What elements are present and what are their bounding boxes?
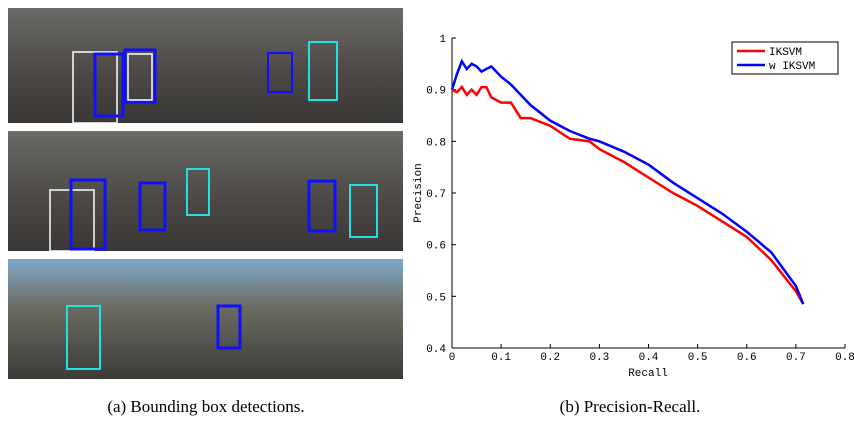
legend-box [731,41,839,75]
y-tick-label: 0.5 [426,292,446,304]
photo-a1 [8,8,403,124]
caption: (b) Precision-Recall. [560,397,701,416]
x-tick-label: 0.8 [835,352,854,364]
x-tick-label: 0 [449,352,456,364]
x-tick-label: 0.7 [786,352,806,364]
y-tick-label: 0.9 [426,86,446,98]
legend-label: w IKSVM [769,61,815,73]
y-tick-label: 0.6 [426,241,446,253]
x-tick-label: 0.3 [589,352,609,364]
x-axis-label: Recall [628,368,668,380]
x-tick-label: 0.1 [491,352,511,364]
y-tick-label: 0.7 [426,189,446,201]
y-axis-label: Precision [413,163,425,222]
x-tick-label: 0.6 [737,352,757,364]
x-tick-label: 0.2 [540,352,560,364]
photo-a2 [8,131,403,252]
y-tick-label: 0.8 [426,137,446,149]
caption: (a) Bounding box detections. [107,397,304,416]
series-line [451,85,805,305]
x-tick-label: 0.5 [688,352,708,364]
x-tick-label: 0.4 [639,352,659,364]
y-tick-label: 0.4 [426,344,446,356]
legend-label: IKSVM [769,47,802,59]
series-line [450,58,805,305]
photo-a3 [8,259,403,379]
y-tick-label: 1 [439,34,446,46]
